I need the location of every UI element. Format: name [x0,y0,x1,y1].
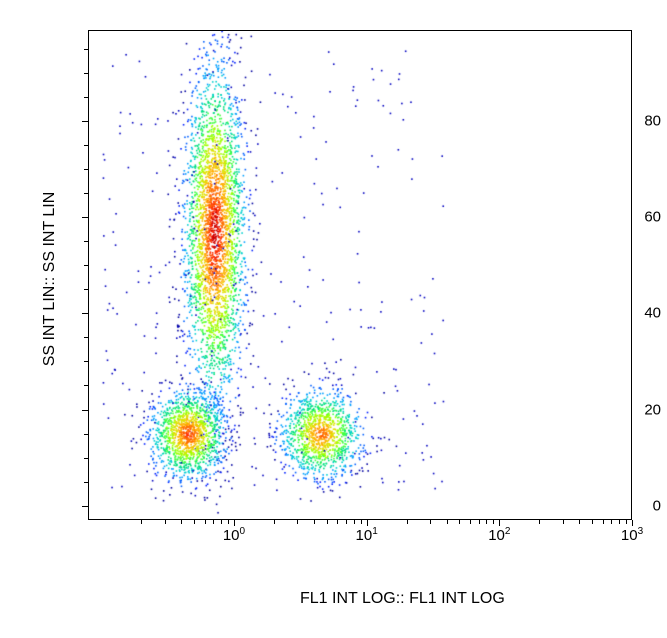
x-minor-tick [563,520,564,524]
flow-cytometry-scatter [88,30,632,520]
y-minor-tick [84,337,88,338]
x-minor-tick [297,520,298,524]
y-minor-tick [84,241,88,242]
y-tick-label: 20 [573,401,661,418]
x-minor-tick [194,520,195,524]
y-tick [82,410,88,411]
y-tick-label: 0 [573,497,661,514]
y-minor-tick [84,73,88,74]
x-minor-tick [314,520,315,524]
y-tick [82,313,88,314]
x-tick-label: 102 [488,526,510,544]
x-minor-tick [611,520,612,524]
x-minor-tick [470,520,471,524]
y-minor-tick [84,97,88,98]
x-minor-tick [213,520,214,524]
x-minor-tick [346,520,347,524]
y-tick-label: 80 [573,113,661,130]
x-minor-tick [228,520,229,524]
y-minor-tick [84,434,88,435]
x-minor-tick [354,520,355,524]
x-minor-tick [141,520,142,524]
x-tick-label: 103 [621,526,643,544]
y-minor-tick [84,289,88,290]
x-minor-tick [274,520,275,524]
x-tick-label: 101 [356,526,378,544]
x-minor-tick [486,520,487,524]
x-minor-tick [407,520,408,524]
y-minor-tick [84,169,88,170]
x-minor-tick [165,520,166,524]
x-minor-tick [430,520,431,524]
density-scatter-canvas [89,31,633,521]
y-tick [82,506,88,507]
x-minor-tick [619,520,620,524]
x-minor-tick [361,520,362,524]
y-tick [82,217,88,218]
y-minor-tick [84,482,88,483]
x-minor-tick [447,520,448,524]
y-minor-tick [84,49,88,50]
y-minor-tick [84,385,88,386]
x-tick-label: 100 [223,526,245,544]
x-minor-tick [539,520,540,524]
y-axis-label: SS INT LIN:: SS INT LIN [41,169,59,389]
x-minor-tick [221,520,222,524]
y-minor-tick [84,361,88,362]
x-minor-tick [579,520,580,524]
x-minor-tick [205,520,206,524]
x-minor-tick [592,520,593,524]
y-minor-tick [84,145,88,146]
y-tick-label: 40 [573,305,661,322]
y-minor-tick [84,458,88,459]
y-minor-tick [84,193,88,194]
x-minor-tick [493,520,494,524]
x-minor-tick [626,520,627,524]
x-axis-label: FL1 INT LOG:: FL1 INT LOG [300,590,505,608]
y-minor-tick [84,265,88,266]
x-minor-tick [337,520,338,524]
y-tick-label: 60 [573,209,661,226]
x-minor-tick [459,520,460,524]
x-minor-tick [479,520,480,524]
y-tick [82,121,88,122]
x-minor-tick [181,520,182,524]
x-minor-tick [327,520,328,524]
x-minor-tick [603,520,604,524]
